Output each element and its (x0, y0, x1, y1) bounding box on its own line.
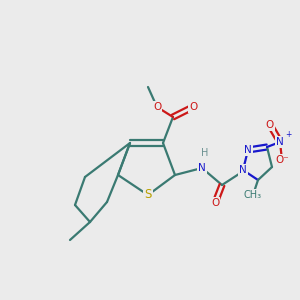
Text: O⁻: O⁻ (275, 155, 289, 165)
Text: H: H (201, 148, 209, 158)
Text: +: + (285, 130, 291, 139)
Text: N: N (239, 165, 247, 175)
Text: O: O (266, 120, 274, 130)
Text: N: N (244, 145, 252, 155)
Text: O: O (211, 198, 219, 208)
Text: S: S (144, 188, 152, 202)
Text: CH₃: CH₃ (244, 190, 262, 200)
Text: N: N (276, 137, 284, 147)
Text: N: N (198, 163, 206, 173)
Text: O: O (153, 102, 161, 112)
Text: O: O (189, 102, 197, 112)
